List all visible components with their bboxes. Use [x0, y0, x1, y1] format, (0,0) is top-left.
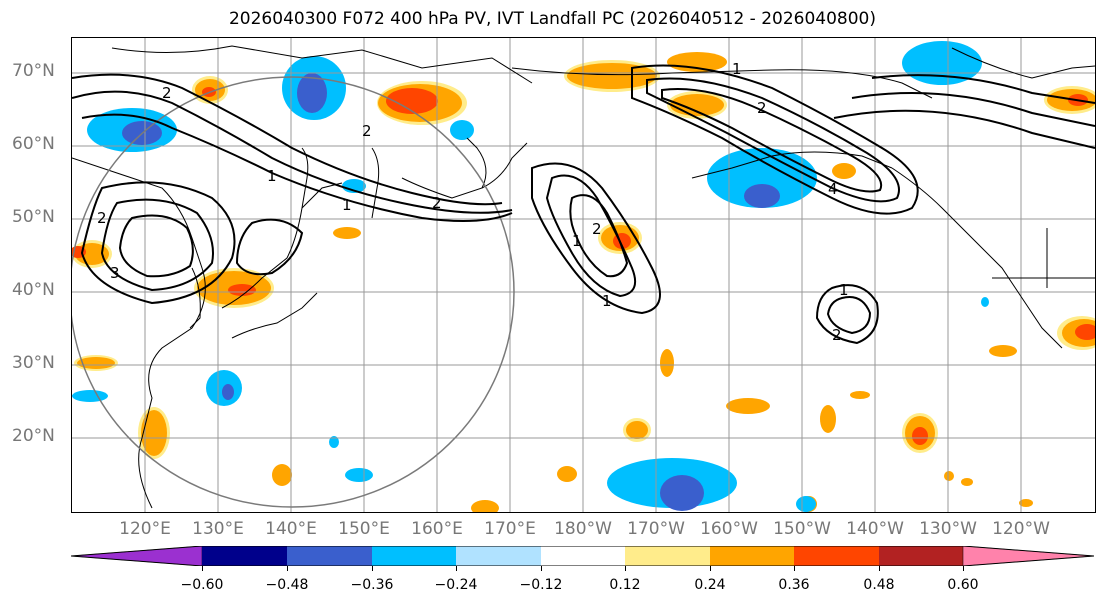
colorbar-segment: [202, 546, 287, 566]
colorbar-tick-label: −0.24: [434, 577, 478, 593]
colorbar-segment-low-extend: [71, 546, 203, 566]
colorbar-tick-label: 0.48: [863, 577, 895, 593]
contour-label: 1: [572, 232, 582, 250]
colorbar-tick-label: −0.48: [265, 577, 309, 593]
colorbar-segment: [287, 546, 372, 566]
colorbar-tick-label: −0.60: [180, 577, 224, 593]
colorbar-tick: [202, 566, 203, 571]
colorbar-tick: [456, 566, 457, 571]
contour-label: 1: [267, 167, 277, 185]
contour-label: 2: [757, 99, 767, 117]
colorbar-tick-label: 0.12: [609, 577, 641, 593]
contour-label: 2: [362, 122, 372, 140]
colorbar-tick: [372, 566, 373, 571]
colorbar: [71, 546, 1094, 566]
lon-label-180w: 180°W: [554, 519, 612, 539]
colorbar-segment: [710, 546, 794, 566]
lat-label-20n: 20°N: [12, 426, 55, 446]
colorbar-tick-label: −0.36: [350, 577, 394, 593]
contour-label: 1: [732, 60, 742, 78]
colorbar-tick-label: 0.36: [778, 577, 810, 593]
colorbar-segment: [879, 546, 963, 566]
lon-label-120w: 120°W: [992, 519, 1050, 539]
lon-label-140e: 140°E: [265, 519, 317, 539]
map-panel: 2 1 2 2 1 3 2 2 1 2 4 1 2 1 1: [71, 37, 1096, 513]
contour-labels: 2 1 2 2 1 3 2 2 1 2 4 1 2 1 1: [97, 60, 849, 344]
colorbar-tick: [541, 566, 542, 571]
contour-label: 2: [162, 84, 172, 102]
map-canvas: 2 1 2 2 1 3 2 2 1 2 4 1 2 1 1: [72, 38, 1095, 512]
contour-label: 2: [97, 209, 107, 227]
colorbar-segment: [456, 546, 541, 566]
contour-label: 1: [342, 196, 352, 214]
colorbar-tick: [625, 566, 626, 571]
lon-label-130e: 130°E: [192, 519, 244, 539]
colorbar-segment: [625, 546, 710, 566]
lon-label-170w: 170°W: [627, 519, 685, 539]
contour-label: 2: [432, 194, 442, 212]
contour-label: 2: [832, 326, 842, 344]
colorbar-segment: [794, 546, 879, 566]
colorbar-segment-high-extend: [962, 546, 1094, 566]
lat-label-40n: 40°N: [12, 280, 55, 300]
colorbar-tick-label: −0.12: [519, 577, 563, 593]
lon-label-150e: 150°E: [338, 519, 390, 539]
coastlines: [72, 45, 1095, 509]
colorbar-tick-label: 0.24: [694, 577, 726, 593]
lat-label-50n: 50°N: [12, 207, 55, 227]
lat-label-60n: 60°N: [12, 134, 55, 154]
lon-label-140w: 140°W: [846, 519, 904, 539]
colorbar-tick: [794, 566, 795, 571]
colorbar-tick: [879, 566, 880, 571]
figure-title: 2026040300 F072 400 hPa PV, IVT Landfall…: [228, 9, 876, 29]
lon-label-150w: 150°W: [773, 519, 831, 539]
ivt-contours: [72, 64, 1095, 345]
colorbar-tick: [287, 566, 288, 571]
colorbar-tick-label: 0.60: [947, 577, 979, 593]
colorbar-segment: [541, 546, 625, 566]
lon-label-130w: 130°W: [919, 519, 977, 539]
landfall-radius-circle: [72, 76, 515, 508]
contour-label: 1: [602, 292, 612, 310]
colorbar-segment: [372, 546, 456, 566]
lat-label-30n: 30°N: [12, 353, 55, 373]
contour-label: 3: [110, 264, 120, 282]
contour-label: 4: [828, 180, 838, 198]
lon-label-160w: 160°W: [700, 519, 758, 539]
contour-label: 1: [839, 281, 849, 299]
colorbar-tick: [710, 566, 711, 571]
lat-lon-grid: [72, 38, 1095, 512]
lat-label-70n: 70°N: [12, 61, 55, 81]
lon-label-120e: 120°E: [119, 519, 171, 539]
lon-label-170e: 170°E: [484, 519, 536, 539]
contour-label: 2: [592, 220, 602, 238]
colorbar-tick: [963, 566, 964, 571]
lon-label-160e: 160°E: [411, 519, 463, 539]
